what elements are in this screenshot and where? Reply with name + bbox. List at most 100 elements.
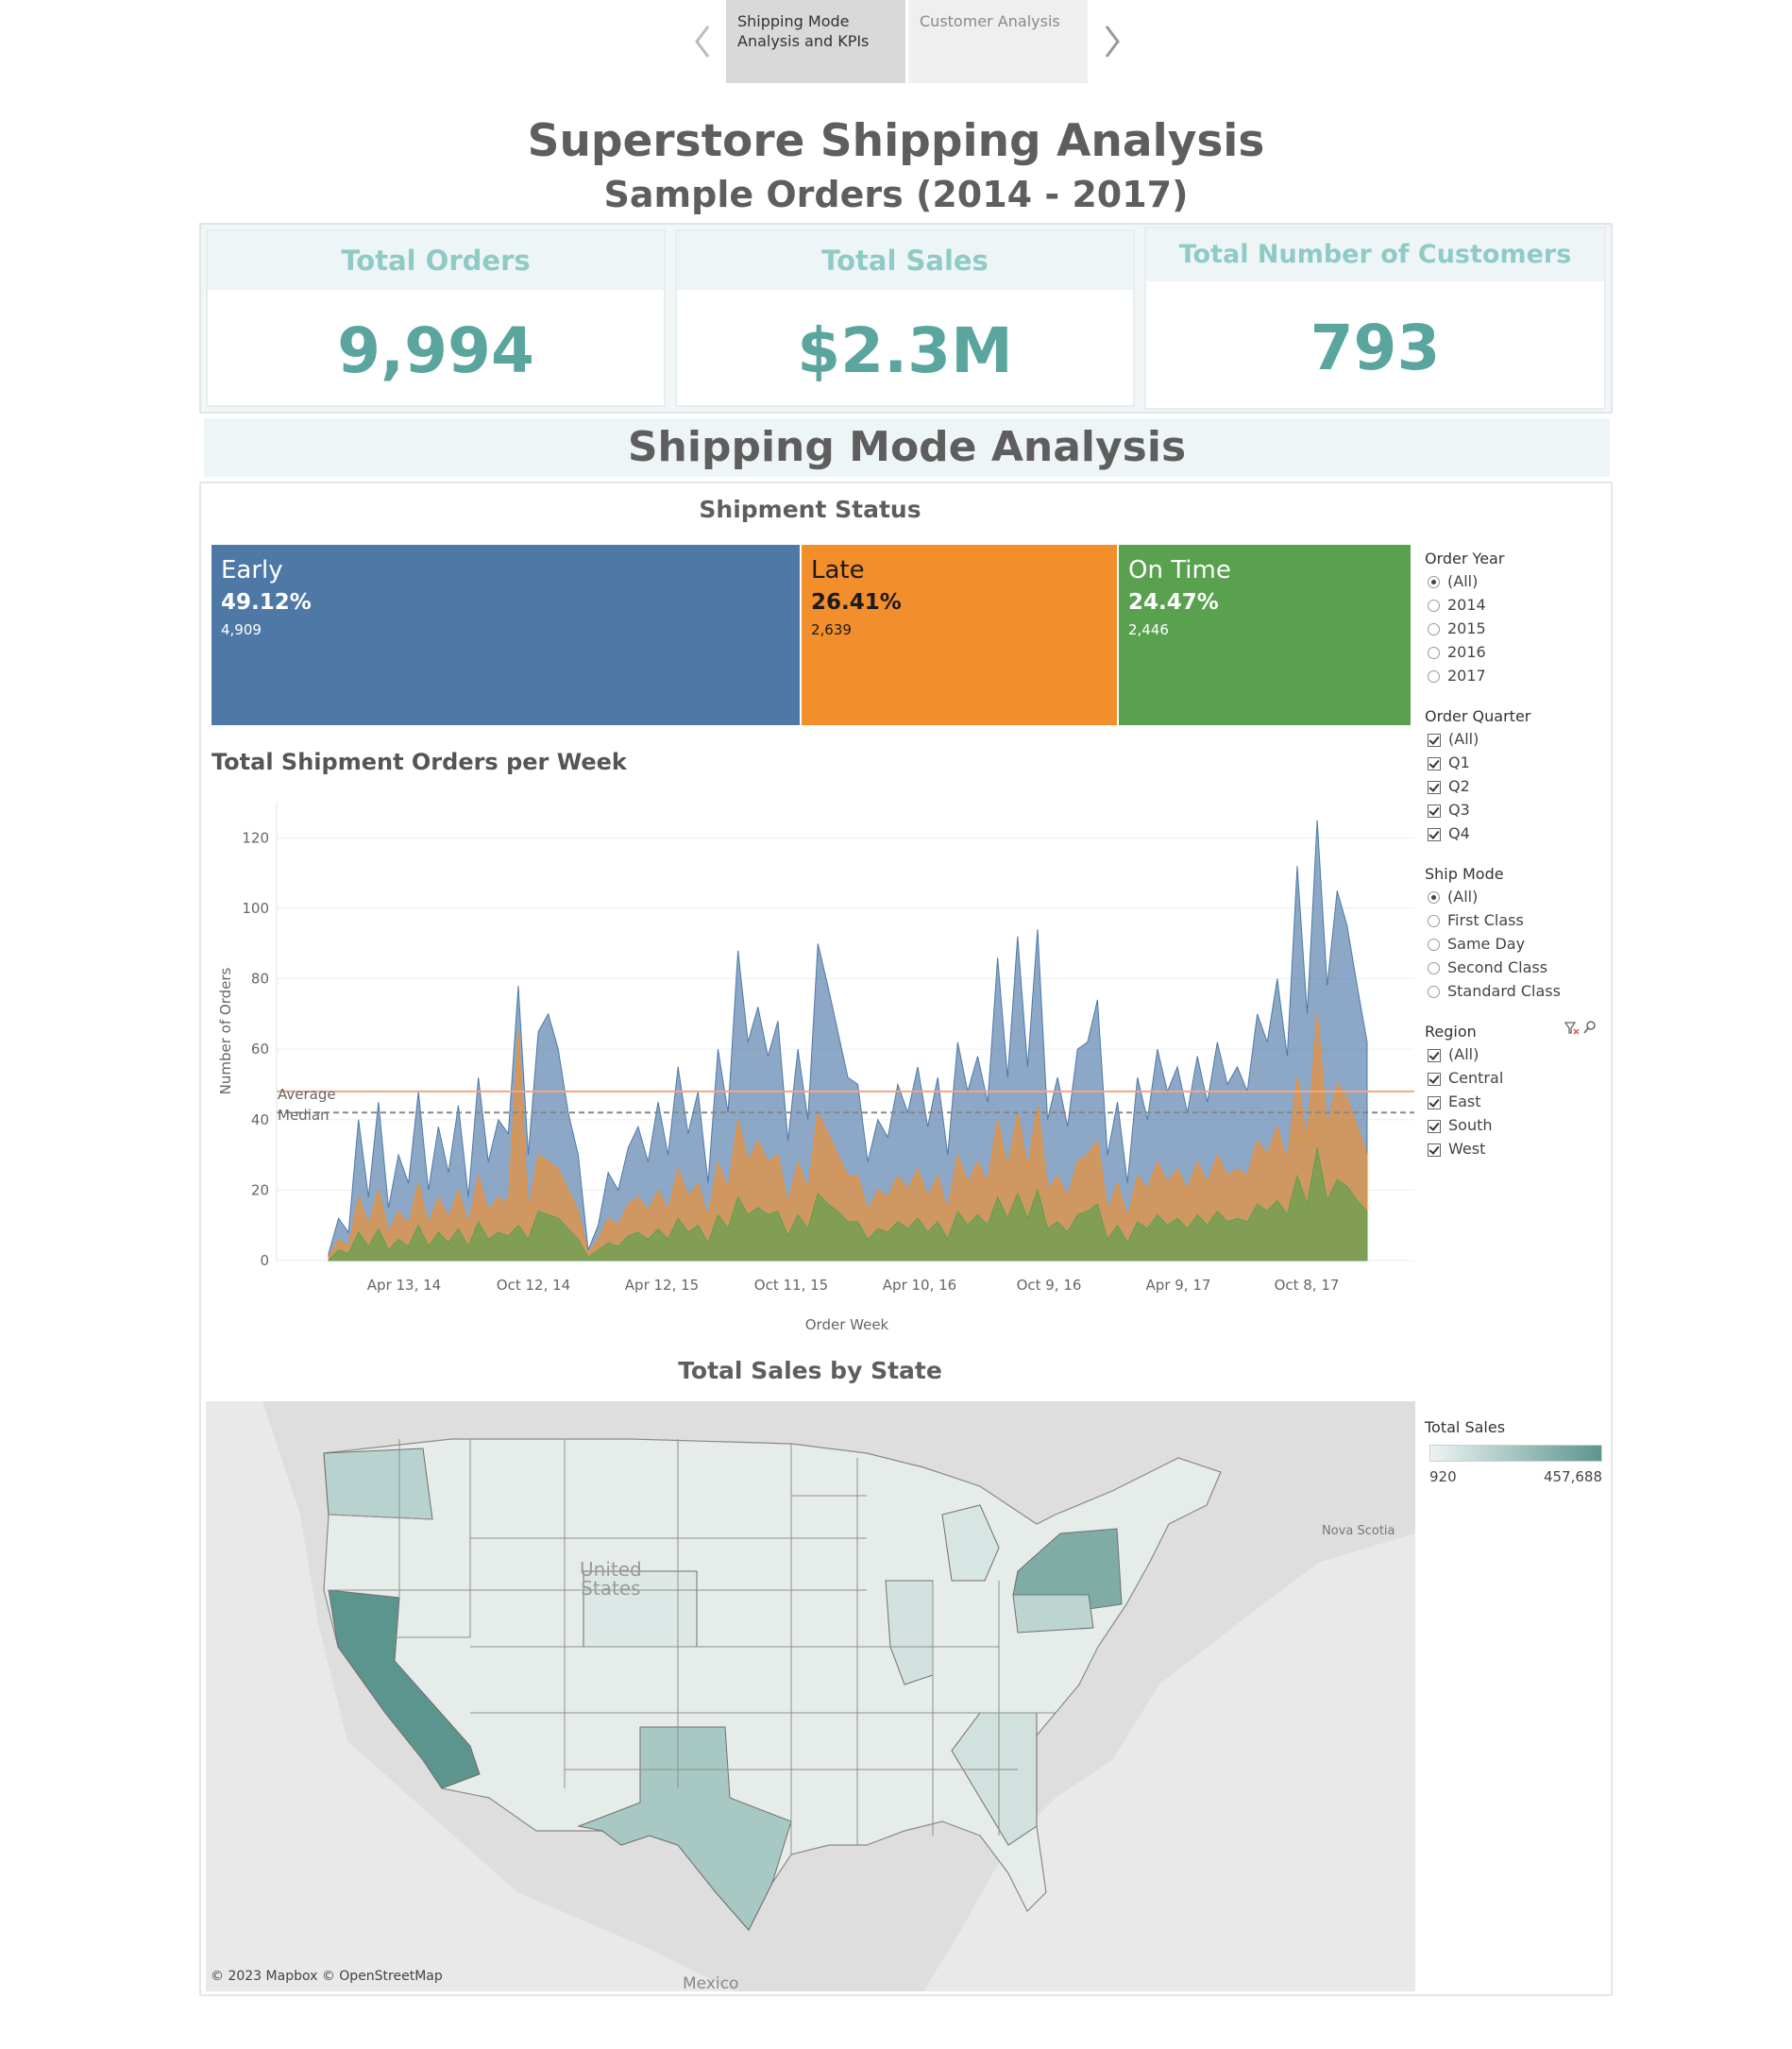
status-percent: 24.47%	[1128, 590, 1219, 615]
filter-order-year-2015[interactable]: 2015	[1428, 618, 1486, 640]
option-label: Second Class	[1447, 958, 1548, 976]
filter-region-central[interactable]: Central	[1428, 1067, 1503, 1090]
filter-order-quarter-title: Order Quarter	[1425, 707, 1531, 725]
map-label-united-states: United States	[580, 1558, 642, 1600]
filter-ship-mode-first-class[interactable]: First Class	[1428, 909, 1524, 932]
x-tick-label: Oct 8, 17	[1275, 1277, 1340, 1294]
status-block-on-time[interactable]: On Time 24.47% 2,446	[1119, 545, 1411, 725]
state-michigan[interactable]	[941, 1504, 1000, 1582]
story-tab-label: Customer Analysis	[920, 12, 1060, 30]
filter-order-year-2017[interactable]: 2017	[1428, 665, 1486, 687]
page-subtitle: Sample Orders (2014 - 2017)	[603, 174, 1189, 215]
status-block-early[interactable]: Early 49.12% 4,909	[211, 545, 800, 725]
legend-min: 920	[1429, 1468, 1457, 1485]
filter-quarter-q3[interactable]: Q3	[1428, 799, 1470, 821]
state-texas[interactable]	[577, 1726, 792, 1931]
status-label: Late	[811, 556, 865, 584]
shipment-status-title: Shipment Status	[699, 496, 921, 523]
median-line-label: Median	[278, 1107, 330, 1124]
radio-icon	[1428, 915, 1440, 927]
option-label: 2016	[1447, 643, 1486, 661]
average-line-label: Average	[278, 1086, 336, 1103]
filter-region-west[interactable]: West	[1428, 1138, 1485, 1160]
color-legend-gradient	[1429, 1445, 1602, 1462]
previous-story-arrow-icon[interactable]	[689, 21, 718, 62]
filter-ship-mode-same-day[interactable]: Same Day	[1428, 933, 1525, 956]
page-title: Superstore Shipping Analysis	[527, 115, 1265, 167]
filter-ship-mode-all[interactable]: (All)	[1428, 886, 1478, 908]
kpi-label: Total Orders	[208, 231, 664, 290]
next-story-arrow-icon[interactable]	[1097, 21, 1125, 62]
state-washington[interactable]	[323, 1448, 433, 1520]
y-tick-label: 20	[251, 1181, 269, 1198]
option-label: Q1	[1448, 754, 1470, 771]
checkbox-checked-icon	[1428, 780, 1441, 794]
status-percent: 26.41%	[811, 590, 902, 615]
option-label: First Class	[1447, 911, 1524, 929]
radio-icon	[1428, 647, 1440, 659]
x-tick-label: Oct 11, 15	[754, 1277, 828, 1294]
option-label: South	[1448, 1116, 1493, 1134]
kpi-value: $2.3M	[797, 314, 1013, 387]
y-tick-label: 0	[260, 1252, 269, 1269]
y-tick-label: 100	[242, 900, 269, 917]
status-percent: 49.12%	[221, 590, 312, 615]
filter-region-east[interactable]: East	[1428, 1091, 1481, 1113]
filter-ship-mode-second-class[interactable]: Second Class	[1428, 957, 1547, 979]
weekly-chart-title: Total Shipment Orders per Week	[211, 749, 627, 775]
state-pennsylvania[interactable]	[1012, 1594, 1094, 1634]
y-tick-label: 120	[242, 829, 269, 846]
map-attribution[interactable]: © 2023 Mapbox © OpenStreetMap	[211, 1969, 443, 1984]
kpi-card-total-customers: Total Number of Customers 793	[1144, 227, 1606, 410]
x-tick-label: Oct 9, 16	[1017, 1277, 1082, 1294]
status-count: 2,639	[811, 621, 852, 638]
story-tab-shipping-mode[interactable]: Shipping Mode Analysis and KPIs	[726, 0, 905, 83]
x-tick-label: Apr 10, 16	[883, 1277, 956, 1294]
filter-quarter-q1[interactable]: Q1	[1428, 752, 1470, 774]
filter-order-year-2014[interactable]: 2014	[1428, 594, 1486, 617]
status-count: 2,446	[1128, 621, 1169, 638]
weekly-orders-area-chart[interactable]: 0 20 40 60 80 100 120 Apr 13, 14 Oct 12, 14 Apr …	[206, 784, 1416, 1341]
legend-title: Total Sales	[1425, 1418, 1506, 1436]
status-count: 4,909	[221, 621, 262, 638]
kpi-label: Total Sales	[677, 231, 1133, 290]
option-label: (All)	[1447, 888, 1479, 906]
filter-quarter-all[interactable]: (All)	[1428, 728, 1479, 751]
x-axis-label: Order Week	[805, 1316, 889, 1333]
option-label: 2015	[1447, 619, 1486, 637]
filter-order-year-title: Order Year	[1425, 550, 1505, 567]
radio-selected-icon	[1428, 576, 1440, 588]
filter-order-year-2016[interactable]: 2016	[1428, 641, 1486, 664]
sales-by-state-map[interactable]: United States Nova Scotia Mexico © 2023 …	[206, 1401, 1415, 1991]
checkbox-checked-icon	[1428, 756, 1441, 770]
radio-icon	[1428, 939, 1440, 951]
state-illinois[interactable]	[885, 1580, 934, 1685]
search-icon[interactable]	[1582, 1020, 1598, 1035]
map-title: Total Sales by State	[678, 1357, 942, 1384]
section-title: Shipping Mode Analysis	[204, 418, 1610, 477]
legend-max: 457,688	[1543, 1468, 1602, 1485]
state-borders	[328, 1439, 1056, 1854]
area-series-on-time[interactable]	[327, 1147, 1368, 1262]
filter-ship-mode-standard-class[interactable]: Standard Class	[1428, 980, 1561, 1003]
story-tab-customer-analysis[interactable]: Customer Analysis	[908, 0, 1088, 83]
filter-quarter-q4[interactable]: Q4	[1428, 822, 1470, 845]
filter-quarter-q2[interactable]: Q2	[1428, 775, 1470, 798]
map-label-mexico: Mexico	[683, 1974, 739, 1991]
state-california[interactable]	[328, 1589, 481, 1789]
radio-icon	[1428, 986, 1440, 998]
x-tick-label: Apr 12, 15	[625, 1277, 699, 1294]
status-block-late[interactable]: Late 26.41% 2,639	[802, 545, 1117, 725]
checkbox-checked-icon	[1428, 733, 1441, 747]
option-label: West	[1448, 1140, 1486, 1158]
y-tick-label: 40	[251, 1111, 269, 1128]
radio-icon	[1428, 600, 1440, 612]
filter-order-year-all[interactable]: (All)	[1428, 570, 1478, 593]
option-label: Standard Class	[1447, 982, 1561, 1000]
clear-filter-icon[interactable]	[1564, 1020, 1581, 1037]
kpi-card-total-orders: Total Orders 9,994	[206, 229, 666, 407]
filter-region-south[interactable]: South	[1428, 1114, 1493, 1137]
option-label: Q3	[1448, 801, 1470, 819]
filter-region-all[interactable]: (All)	[1428, 1043, 1479, 1066]
option-label: 2014	[1447, 596, 1486, 614]
